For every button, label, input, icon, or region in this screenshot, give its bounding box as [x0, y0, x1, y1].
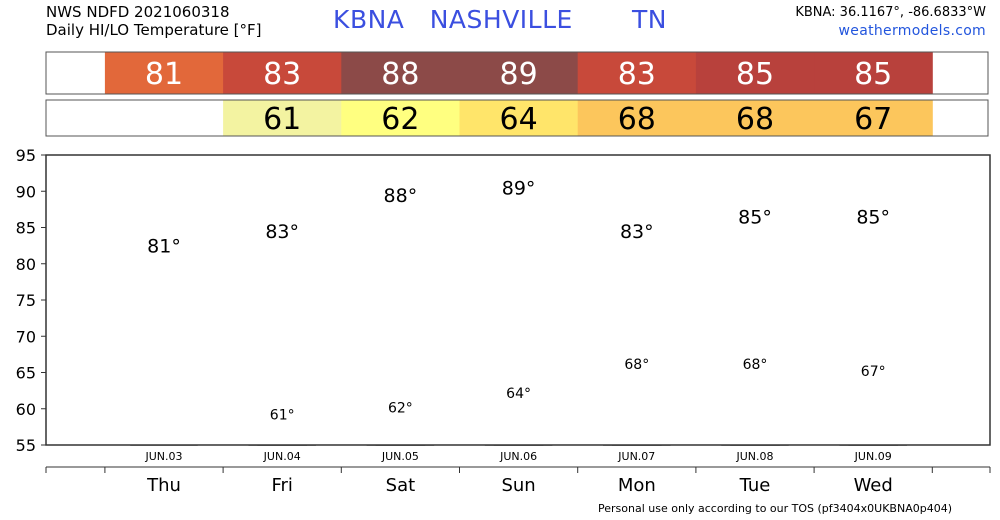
low-bar-label: 64°	[506, 386, 531, 402]
y-tick-label: 80	[16, 255, 36, 274]
station-coordinates: KBNA: 36.1167°, -86.6833°W	[795, 5, 986, 20]
y-tick-label: 85	[16, 219, 36, 238]
x-date-label: JUN.07	[617, 450, 655, 463]
low-strip-value: 68	[736, 102, 774, 137]
low-strip-cell	[577, 100, 697, 136]
high-bar-label: 81°	[147, 236, 181, 258]
x-day-label: Wed	[854, 475, 893, 496]
x-date-label: JUN.03	[144, 450, 182, 463]
high-strip-border	[45, 51, 989, 95]
high-strip-value: 85	[854, 57, 892, 92]
high-strip-value: 81	[145, 57, 183, 92]
low-strip-value: 64	[500, 102, 538, 137]
x-day-label: Tue	[739, 475, 771, 496]
low-bar-label: 61°	[270, 408, 295, 424]
y-tick-label: 60	[16, 400, 36, 419]
x-day-label: Fri	[271, 475, 292, 496]
high-strip-cell	[577, 52, 697, 94]
y-tick-label: 65	[16, 364, 36, 383]
x-date-label: JUN.04	[263, 450, 301, 463]
y-tick-label: 55	[16, 436, 36, 455]
high-strip-value: 89	[500, 57, 538, 92]
x-day-label: Sat	[386, 475, 416, 496]
high-bar-label: 88°	[384, 185, 418, 207]
low-strip-cell	[223, 100, 342, 136]
x-date-label: JUN.06	[499, 450, 537, 463]
low-strip-value: 67	[854, 102, 892, 137]
high-bar-label: 85°	[856, 207, 890, 229]
site-link[interactable]: weathermodels.com	[838, 23, 986, 39]
low-bar-label: 67°	[861, 364, 886, 380]
footer-tos-note: Personal use only according to our TOS (…	[598, 502, 952, 515]
high-bar-label: 89°	[502, 178, 536, 200]
y-tick-label: 95	[16, 146, 36, 165]
axes: 55 60 65 70 75 80 85 90 95	[16, 146, 991, 473]
plot-frame	[45, 154, 991, 446]
high-strip-cell	[814, 52, 933, 94]
high-strip-cell	[223, 52, 342, 94]
x-date-label: JUN.09	[854, 450, 892, 463]
high-bar-label: 83°	[620, 221, 654, 243]
high-strip-value: 85	[736, 57, 774, 92]
low-strip-cell	[459, 100, 579, 136]
low-bar-label: 68°	[624, 357, 649, 373]
high-strip-cell	[104, 52, 224, 94]
y-tick-label: 90	[16, 182, 36, 201]
x-day-label: Thu	[146, 475, 181, 496]
low-bar-label: 62°	[388, 400, 413, 416]
low-strip-border	[45, 99, 989, 137]
y-tick-label: 70	[16, 327, 36, 346]
high-strip-value: 83	[263, 57, 301, 92]
y-tick-label: 75	[16, 291, 36, 310]
low-strip-value: 62	[381, 102, 419, 137]
low-strip-cell	[341, 100, 460, 136]
high-strip-cell	[459, 52, 579, 94]
low-strip-cell	[814, 100, 933, 136]
labels: 81° 83° 61° 88° 62° 89° 64° 83° 68° 85° 68° 85° 67° J…	[144, 178, 892, 497]
x-day-label: Mon	[618, 475, 656, 496]
low-bar-label: 68°	[743, 357, 768, 373]
header-product-name: Daily HI/LO Temperature [°F]	[46, 21, 262, 39]
x-day-label: Sun	[501, 475, 535, 496]
high-strip-value: 83	[618, 57, 656, 92]
low-strip-value: 61	[263, 102, 301, 137]
header-model-run: NWS NDFD 2021060318	[46, 3, 230, 21]
station-title: KBNA NASHVILLE TN	[333, 5, 667, 34]
high-strip-cell	[341, 52, 460, 94]
high-bar-label: 83°	[265, 221, 299, 243]
high-strip-cell	[695, 52, 815, 94]
high-bar-label: 85°	[738, 207, 772, 229]
low-strip-cell	[695, 100, 815, 136]
temperature-strips: 81 83 88 89 83 85 85 61 62 64 68 68 67	[45, 51, 989, 137]
high-strip-value: 88	[381, 57, 419, 92]
low-strip-value: 68	[618, 102, 656, 137]
x-date-label: JUN.05	[381, 450, 419, 463]
x-date-label: JUN.08	[735, 450, 773, 463]
